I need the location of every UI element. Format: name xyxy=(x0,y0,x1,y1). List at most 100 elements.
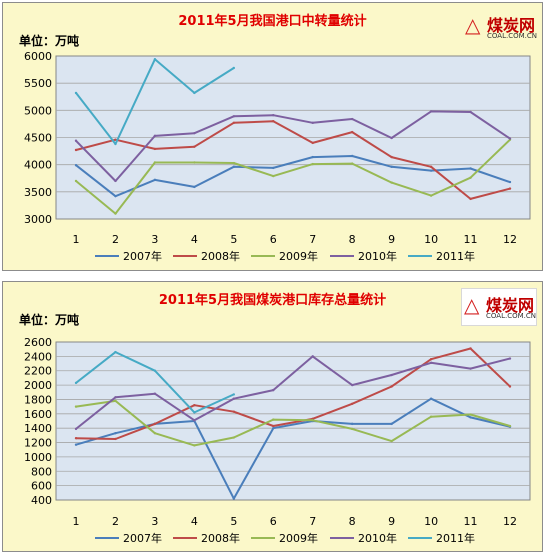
y-tick-label: 1600 xyxy=(24,408,52,421)
data-point xyxy=(232,393,236,396)
legend-label: 2009年 xyxy=(279,531,318,545)
x-tick-label: 8 xyxy=(349,233,356,246)
data-point xyxy=(114,212,117,215)
data-point xyxy=(74,381,78,385)
data-point xyxy=(114,179,117,183)
logo-url: COAL.COM.CN xyxy=(486,312,536,320)
y-tick-label: 1400 xyxy=(24,422,52,435)
data-point xyxy=(272,426,275,430)
data-point xyxy=(469,176,472,179)
data-point xyxy=(390,385,393,388)
legend-label: 2008年 xyxy=(201,249,240,263)
y-tick-label: 1200 xyxy=(24,437,52,450)
data-point xyxy=(153,58,157,61)
x-tick-label: 4 xyxy=(191,515,198,528)
data-point xyxy=(74,405,78,408)
chart-panel-transshipment: 2011年5月我国港口中转量统计 单位：万吨 △ 煤炭网 COAL.COM.CN… xyxy=(2,2,543,271)
data-point xyxy=(272,120,275,123)
data-point xyxy=(469,347,472,350)
series-line-2010年 xyxy=(75,110,511,182)
data-point xyxy=(429,415,433,418)
x-tick-label: 7 xyxy=(309,233,316,246)
x-tick-label: 2 xyxy=(112,233,119,246)
y-tick-label: 600 xyxy=(31,480,52,493)
x-tick-label: 7 xyxy=(309,515,316,528)
data-point xyxy=(114,432,117,435)
data-point xyxy=(232,397,236,400)
data-point xyxy=(114,194,117,198)
series-line-2007年 xyxy=(75,155,511,198)
flame-icon: △ xyxy=(464,293,480,317)
coal-logo-icon: △ 煤炭网 COAL.COM.CN xyxy=(461,288,537,326)
data-point xyxy=(390,165,393,169)
series-line-2009年 xyxy=(75,399,511,447)
data-point xyxy=(311,155,314,159)
data-point xyxy=(429,361,433,365)
x-tick-label: 12 xyxy=(503,515,517,528)
y-tick-label: 1800 xyxy=(24,393,52,406)
x-tick-label: 1 xyxy=(73,515,80,528)
data-point xyxy=(272,114,275,117)
data-point xyxy=(232,66,236,70)
data-point xyxy=(350,154,354,158)
data-point xyxy=(153,422,157,426)
data-point xyxy=(311,141,314,145)
data-point xyxy=(390,136,393,140)
x-tick-label: 6 xyxy=(270,233,277,246)
data-point xyxy=(272,174,275,178)
data-point xyxy=(311,419,314,422)
data-point xyxy=(153,134,157,138)
y-tick-label: 5500 xyxy=(24,77,52,90)
legend-label: 2007年 xyxy=(123,249,162,263)
x-tick-label: 4 xyxy=(191,233,198,246)
logo-name: 煤炭网 xyxy=(487,16,536,35)
x-tick-label: 3 xyxy=(151,233,158,246)
data-point xyxy=(232,161,236,165)
data-point xyxy=(390,422,393,426)
y-tick-label: 2000 xyxy=(24,379,52,392)
data-point xyxy=(193,145,196,148)
data-point xyxy=(114,350,117,354)
data-point xyxy=(311,121,314,125)
legend-label: 2010年 xyxy=(358,249,397,263)
data-point xyxy=(350,383,354,387)
data-point xyxy=(272,388,275,392)
x-tick-label: 9 xyxy=(388,233,395,246)
data-point xyxy=(193,131,196,135)
legend-label: 2010年 xyxy=(358,531,397,545)
x-tick-label: 8 xyxy=(349,515,356,528)
data-point xyxy=(350,402,354,405)
chart-title: 2011年5月我国煤炭港口库存总量统计 xyxy=(158,293,387,308)
series-line-2008年 xyxy=(75,120,511,200)
data-point xyxy=(114,138,117,141)
logo-url: COAL.COM.CN xyxy=(487,32,537,40)
data-point xyxy=(272,166,275,170)
data-point xyxy=(429,397,433,400)
data-point xyxy=(193,185,196,189)
data-point xyxy=(469,413,472,416)
x-tick-label: 11 xyxy=(464,233,478,246)
y-tick-label: 6000 xyxy=(24,50,52,63)
data-point xyxy=(74,427,78,431)
data-point xyxy=(74,91,78,95)
data-point xyxy=(193,91,196,95)
data-point xyxy=(114,142,117,146)
data-point xyxy=(508,180,512,184)
data-point xyxy=(74,164,78,167)
unit-label: 单位：万吨 xyxy=(19,34,80,48)
data-point xyxy=(114,437,117,441)
chart-panel-inventory: 2011年5月我国煤炭港口库存总量统计 单位：万吨 △ 煤炭网 COAL.COM… xyxy=(2,281,543,552)
data-point xyxy=(311,162,314,166)
data-point xyxy=(193,419,196,422)
data-point xyxy=(508,137,512,140)
data-point xyxy=(74,437,78,440)
coal-logo-icon: △ 煤炭网 COAL.COM.CN xyxy=(463,9,537,45)
data-point xyxy=(390,373,393,377)
legend-label: 2008年 xyxy=(201,531,240,545)
data-point xyxy=(193,444,196,447)
x-tick-label: 6 xyxy=(270,515,277,528)
data-point xyxy=(469,416,472,419)
data-point xyxy=(350,427,354,431)
